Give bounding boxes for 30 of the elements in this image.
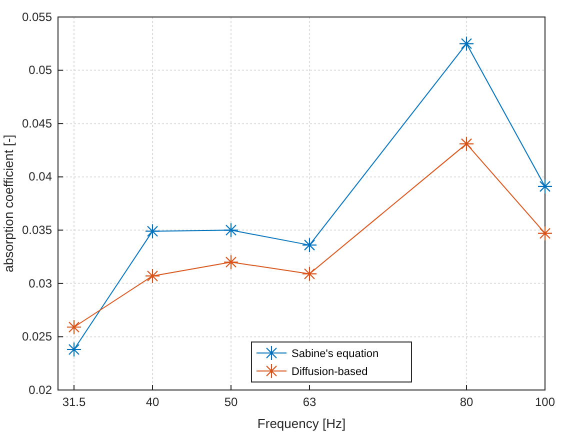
x-tick-label: 100	[534, 395, 556, 410]
x-axis-title: Frequency [Hz]	[257, 416, 346, 431]
point	[302, 266, 318, 282]
x-tick-label: 40	[146, 395, 160, 410]
x-tick-label: 50	[224, 395, 238, 410]
point	[144, 268, 160, 284]
y-axis-title: absorption coefficient [-]	[1, 134, 16, 272]
y-tick-label: 0.03	[28, 276, 52, 290]
point	[144, 224, 160, 239]
y-tick-label: 0.04	[28, 170, 52, 184]
y-tick-label: 0.05	[28, 63, 52, 78]
y-tick-label: 0.025	[22, 330, 52, 344]
point	[537, 226, 553, 241]
point	[66, 342, 82, 358]
point	[223, 222, 239, 238]
y-tick-label: 0.055	[22, 10, 52, 24]
y-tick-label: 0.045	[22, 116, 52, 130]
point	[302, 238, 318, 253]
x-tick-label: 80	[460, 395, 474, 410]
x-tick-label: 31.5	[62, 395, 86, 410]
legend-label: Sabine's equation	[292, 348, 379, 360]
point	[537, 178, 553, 194]
point	[458, 36, 474, 52]
point	[66, 320, 82, 335]
point	[458, 136, 474, 152]
x-tick-label: 63	[302, 395, 316, 410]
legend-label: Diffusion-based	[292, 366, 368, 378]
point	[223, 254, 239, 270]
y-tick-label: 0.035	[22, 222, 52, 237]
y-tick-label: 0.02	[28, 382, 52, 397]
